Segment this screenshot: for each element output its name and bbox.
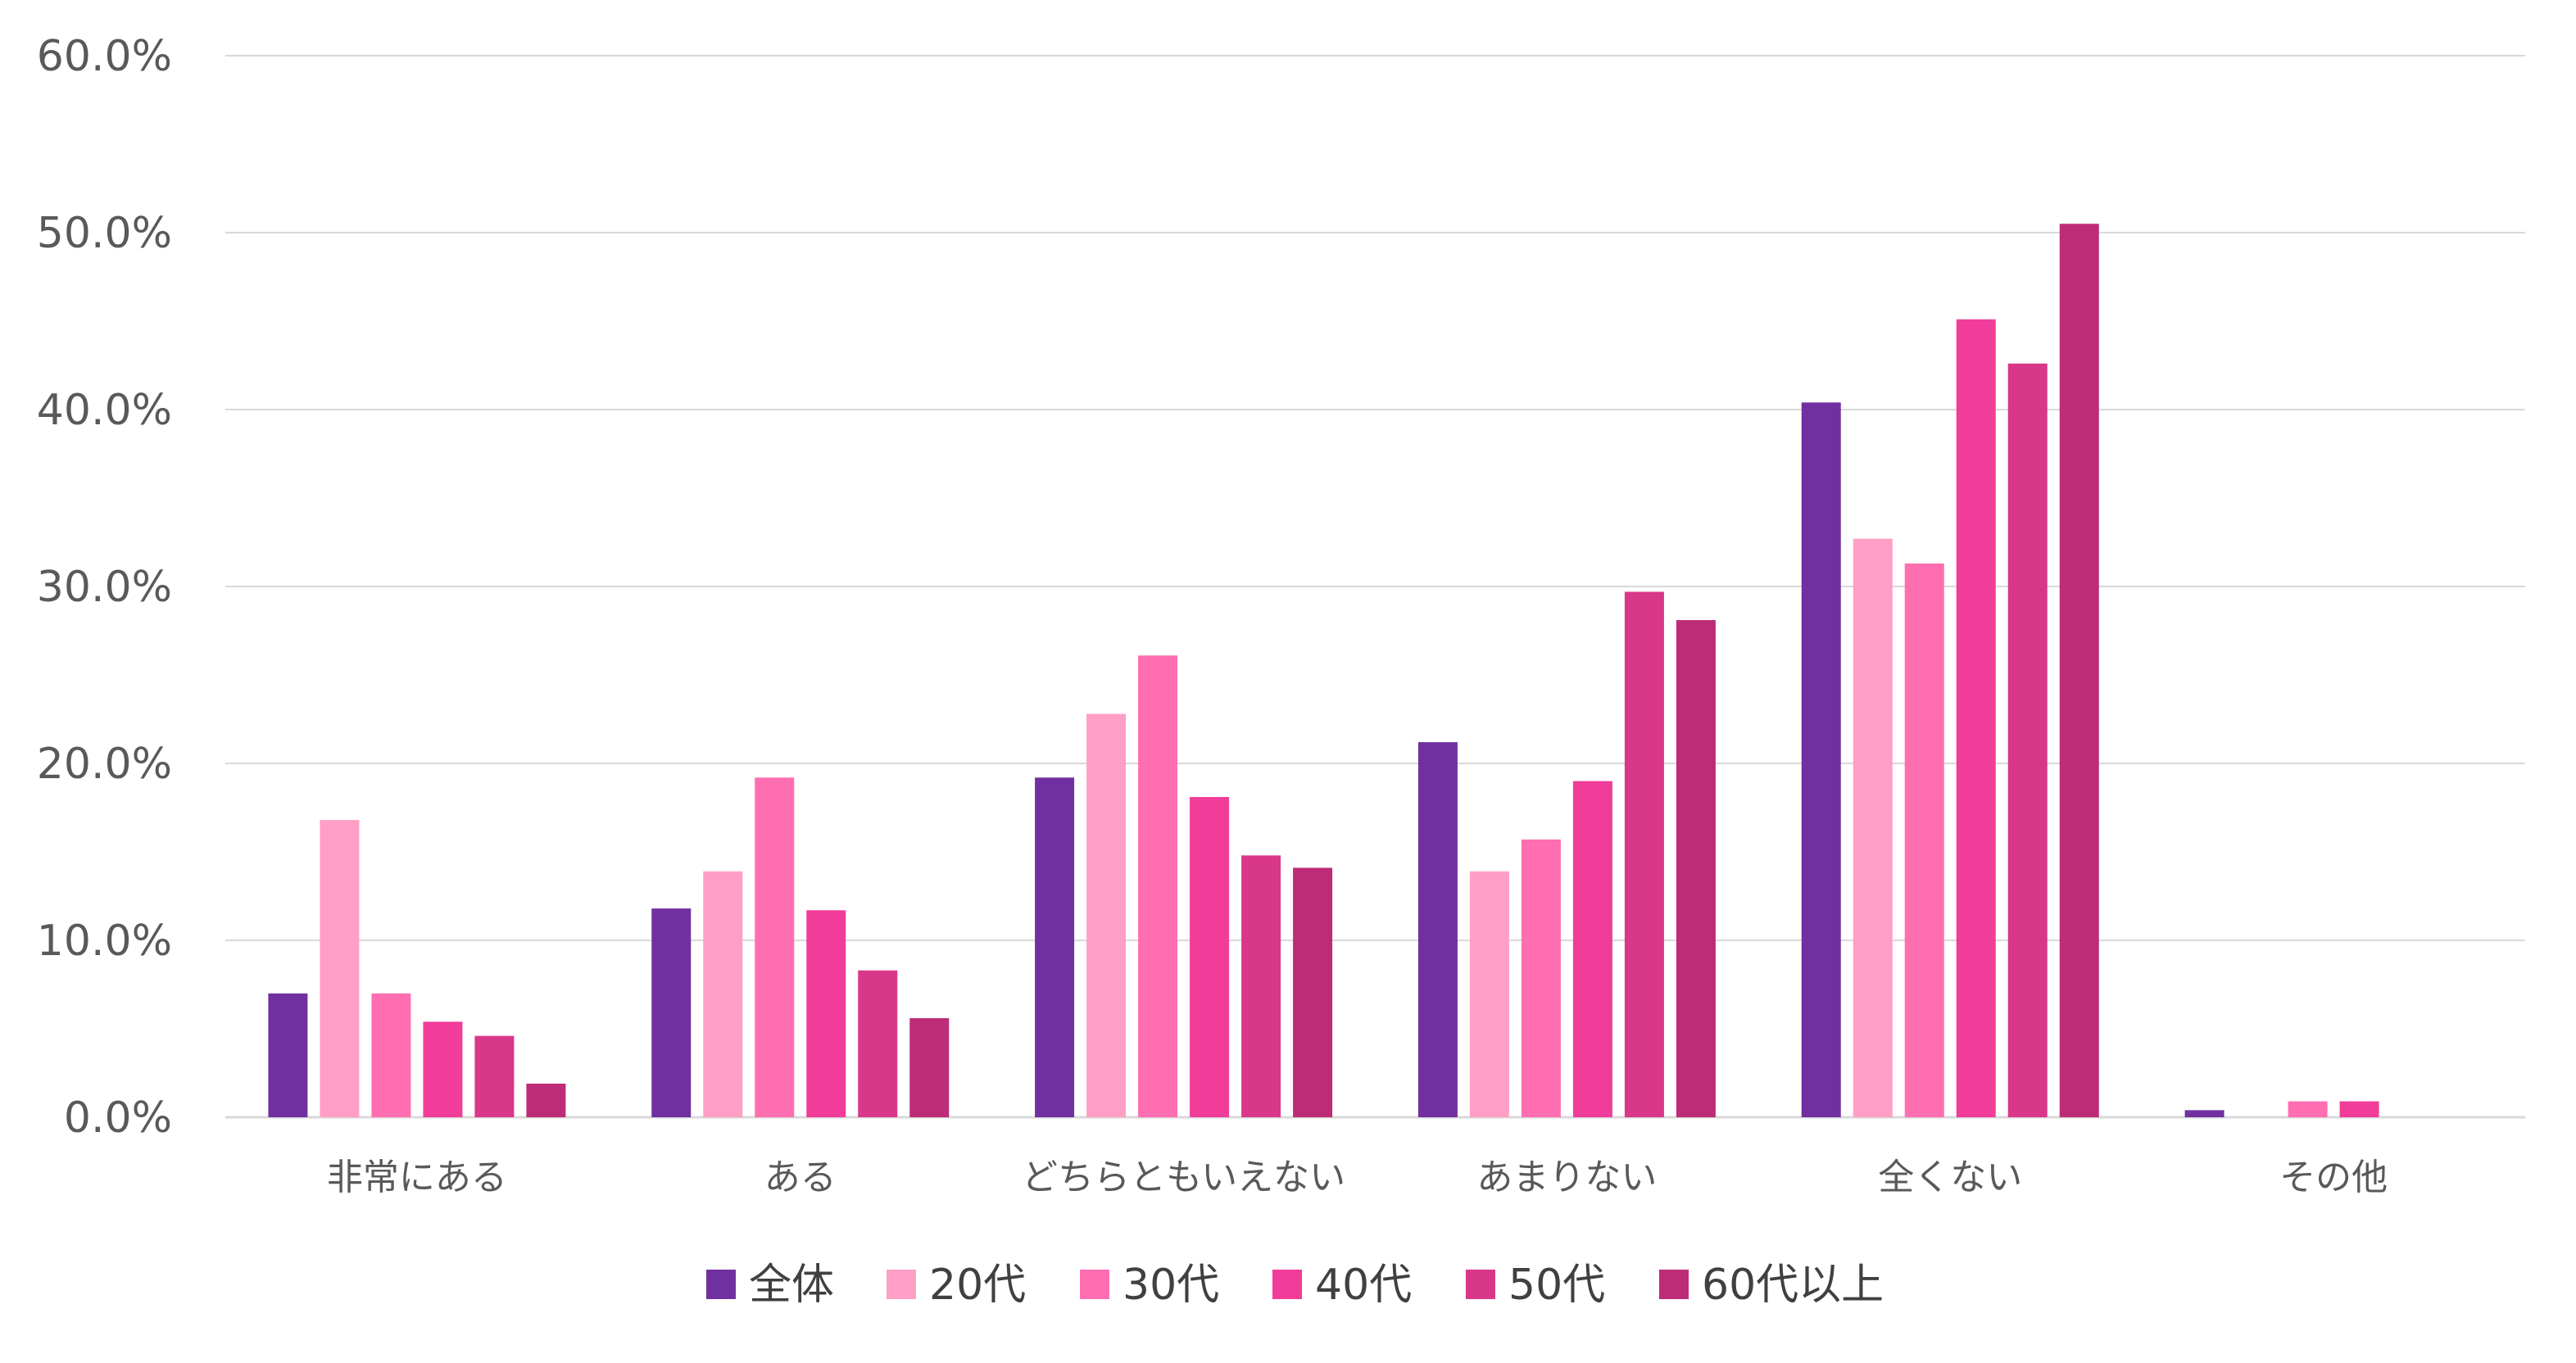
legend-item: 30代 <box>1080 1261 1219 1310</box>
x-tick-label: ある <box>764 1157 837 1198</box>
x-tick-label: あまりない <box>1476 1157 1657 1198</box>
y-tick-label: 0.0% <box>64 1094 172 1143</box>
bar-1-4 <box>423 1021 463 1117</box>
y-tick-label: 30.0% <box>37 563 172 612</box>
bars <box>268 224 2379 1118</box>
legend-swatch <box>887 1270 916 1299</box>
bar-5-2 <box>1853 538 1893 1117</box>
legend-swatch <box>706 1270 736 1299</box>
bar-6-4 <box>2339 1101 2379 1117</box>
bar-3-4 <box>1190 797 1230 1117</box>
y-tick-label: 10.0% <box>37 917 172 966</box>
bar-2-3 <box>755 777 795 1117</box>
x-tick-label: 全くない <box>1878 1157 2022 1198</box>
x-tick-label: どちらともいえない <box>1022 1157 1345 1198</box>
y-tick-label: 40.0% <box>37 386 172 435</box>
bar-5-5 <box>2007 363 2048 1118</box>
legend-swatch <box>1080 1270 1109 1299</box>
bar-4-1 <box>1417 742 1458 1117</box>
bar-5-1 <box>1801 402 1841 1117</box>
legend-label: 20代 <box>929 1261 1026 1310</box>
bar-2-2 <box>703 871 743 1117</box>
y-tick-label: 50.0% <box>37 209 172 258</box>
bar-1-6 <box>526 1083 566 1117</box>
legend-item: 20代 <box>887 1261 1026 1310</box>
bar-4-4 <box>1572 781 1612 1117</box>
bar-4-3 <box>1521 839 1561 1117</box>
gridlines <box>225 55 2525 1119</box>
bar-4-2 <box>1469 871 1509 1117</box>
x-tick-label: その他 <box>2279 1157 2388 1198</box>
bar-4-6 <box>1676 620 1716 1117</box>
legend-swatch <box>1659 1270 1689 1299</box>
bar-3-2 <box>1086 713 1127 1117</box>
bar-2-4 <box>806 910 846 1117</box>
bar-3-3 <box>1138 655 1178 1117</box>
x-axis-tick-labels: 非常にある ある どちらともいえない あまりない 全くない その他 <box>327 1157 2388 1198</box>
y-axis-tick-labels: 0.0% 10.0% 20.0% 30.0% 40.0% 50.0% 60.0% <box>37 32 172 1143</box>
legend-item: 50代 <box>1466 1261 1605 1310</box>
y-tick-label: 60.0% <box>37 32 172 81</box>
x-tick-label: 非常にある <box>327 1157 507 1198</box>
legend-label: 50代 <box>1508 1261 1605 1310</box>
bar-4-5 <box>1624 591 1664 1117</box>
legend-label: 60代以上 <box>1702 1261 1884 1310</box>
legend-item: 60代以上 <box>1659 1261 1884 1310</box>
legend-swatch <box>1272 1270 1302 1299</box>
legend-swatch <box>1466 1270 1495 1299</box>
bar-2-1 <box>651 908 692 1117</box>
bar-3-1 <box>1035 777 1075 1117</box>
bar-6-3 <box>2288 1101 2328 1117</box>
bar-1-5 <box>474 1035 515 1117</box>
legend-item: 全体 <box>706 1261 834 1310</box>
bar-5-3 <box>1904 563 1944 1117</box>
bar-3-6 <box>1293 867 1333 1117</box>
y-tick-label: 20.0% <box>37 740 172 789</box>
bar-2-6 <box>909 1018 950 1117</box>
bar-1-3 <box>371 993 411 1117</box>
legend-label: 全体 <box>749 1261 834 1310</box>
legend-label: 30代 <box>1122 1261 1219 1310</box>
legend: 全体 20代 30代 40代 50代 60代以上 <box>706 1261 1884 1310</box>
bar-1-2 <box>320 820 360 1117</box>
legend-label: 40代 <box>1315 1261 1412 1310</box>
bar-6-1 <box>2184 1110 2225 1117</box>
bar-3-5 <box>1241 855 1281 1117</box>
bar-2-5 <box>858 970 898 1117</box>
bar-5-4 <box>1956 319 1996 1118</box>
bar-5-6 <box>2059 224 2099 1118</box>
legend-item: 40代 <box>1272 1261 1412 1310</box>
bar-1-1 <box>268 993 308 1117</box>
